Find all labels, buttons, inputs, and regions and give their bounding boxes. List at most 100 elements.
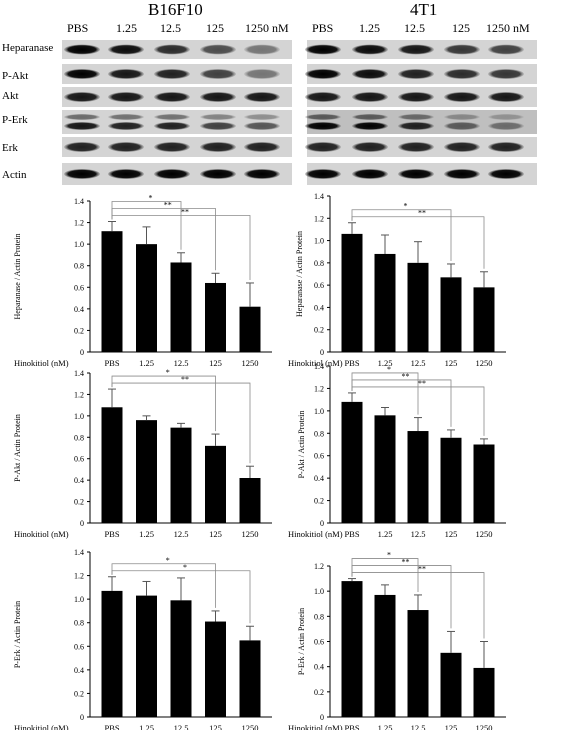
blot-band	[398, 44, 434, 55]
y-tick-label: 0.2	[314, 326, 324, 335]
blot-band	[154, 114, 190, 120]
blot-band	[64, 122, 100, 130]
blot-band	[154, 122, 190, 130]
y-tick-label: 1.2	[314, 384, 324, 393]
x-tick-label: 1250	[476, 358, 493, 368]
x-tick-label: 125	[209, 723, 222, 730]
x-tick-label: PBS	[104, 529, 119, 539]
blot-title-4t1: 4T1	[410, 0, 438, 19]
blot-band	[488, 142, 524, 152]
blot-band	[488, 114, 524, 120]
significance-label: **	[181, 375, 189, 384]
blot-band	[200, 92, 236, 102]
x-axis-label: Hinokitiol (nM)	[288, 358, 343, 368]
bar-125	[440, 437, 462, 523]
bar-12.5	[407, 610, 429, 717]
bar-PBS	[341, 401, 363, 523]
lane-label: 125	[452, 21, 470, 35]
blot-band	[488, 169, 524, 179]
y-tick-label: 0.6	[314, 281, 324, 290]
blot-band	[398, 92, 434, 102]
lane-label: PBS	[67, 21, 89, 35]
x-tick-label: 1.25	[139, 723, 154, 730]
significance-label: **	[418, 379, 426, 388]
bar-1250	[239, 306, 261, 352]
lane-label: 1.25	[116, 21, 137, 35]
y-tick-label: 0.2	[74, 326, 84, 335]
protein-label-pakt: P-Akt	[2, 70, 29, 82]
significance-bracket	[111, 215, 251, 280]
blot-title-b16f10: B16F10	[148, 0, 203, 19]
blot-band	[444, 142, 480, 152]
bar-1250	[473, 287, 495, 352]
chart-4t1-perk: 0 0.2 0.4 0.6 0.8 1.0 1.2 P-Erk / Actin Protein…	[288, 551, 506, 730]
bar-12.5	[170, 600, 192, 717]
significance-bracket	[351, 572, 485, 639]
blot-band	[352, 122, 388, 130]
protein-label-perk: P-Erk	[2, 114, 28, 126]
significance-bracket	[351, 565, 452, 629]
x-tick-label: PBS	[344, 529, 359, 539]
y-axis-label: P-Akt / Actin Protein	[297, 411, 306, 479]
blot-band	[305, 114, 341, 120]
blot-band	[64, 92, 100, 102]
x-tick-label: 1.25	[378, 529, 393, 539]
blot-band	[244, 122, 280, 130]
y-tick-label: 0.8	[74, 619, 84, 628]
significance-bracket	[111, 208, 216, 271]
y-tick-label: 0.4	[314, 663, 324, 672]
significance-bracket	[351, 209, 452, 261]
bar-1250	[473, 667, 495, 717]
y-tick-label: 1.2	[74, 219, 84, 228]
bar-12.5	[407, 262, 429, 352]
x-tick-label: 1.25	[139, 529, 154, 539]
blot-band	[444, 122, 480, 130]
y-tick-label: 0.6	[74, 455, 84, 464]
blot-band	[244, 44, 280, 55]
y-tick-label: 0.8	[314, 612, 324, 621]
significance-bracket	[111, 570, 251, 624]
blot-band	[488, 69, 524, 79]
blot-band	[352, 169, 388, 179]
blot-band	[108, 44, 144, 55]
bar-1250	[473, 444, 495, 523]
chart-b16-perk: 0 0.2 0.4 0.6 0.8 1.0 1.2 1.4 P-Erk / Actin Prot…	[13, 548, 272, 730]
y-tick-label: 0	[320, 713, 324, 722]
blot-band	[108, 169, 144, 179]
blot-band	[398, 142, 434, 152]
bar-1.25	[374, 415, 396, 523]
bar-PBS	[341, 233, 363, 352]
x-tick-label: 1250	[242, 723, 259, 730]
chart-4t1-heparanase: 0 0.2 0.4 0.6 0.8 1.0 1.2 1.4 Heparanase / Actin…	[288, 192, 506, 368]
significance-bracket	[351, 386, 485, 436]
bar-PBS	[341, 581, 363, 717]
bar-1.25	[374, 594, 396, 717]
bar-1.25	[136, 420, 157, 523]
y-tick-label: 1.4	[74, 197, 84, 206]
significance-label: **	[418, 565, 426, 574]
y-tick-label: 0.4	[74, 476, 84, 485]
y-tick-label: 1.0	[314, 407, 324, 416]
x-tick-label: 1.25	[139, 358, 154, 368]
x-tick-label: 12.5	[411, 529, 426, 539]
y-tick-label: 0.8	[314, 429, 324, 438]
protein-label-akt: Akt	[2, 90, 19, 102]
significance-label: *	[166, 368, 170, 377]
blot-band	[398, 114, 434, 120]
bar-125	[440, 277, 462, 352]
y-tick-label: 0.4	[74, 666, 84, 675]
y-tick-label: 0.4	[74, 305, 84, 314]
blot-band	[200, 122, 236, 130]
bar-PBS	[101, 590, 123, 717]
x-tick-label: 125	[445, 529, 458, 539]
x-axis-label: Hinokitiol (nM)	[14, 358, 69, 368]
bar-125	[205, 445, 226, 523]
blot-band	[154, 92, 190, 102]
x-tick-label: 12.5	[174, 529, 189, 539]
y-tick-label: 1.4	[74, 548, 84, 557]
significance-bracket	[111, 375, 216, 432]
western-blot	[62, 40, 537, 185]
chart-b16-heparanase: 0 0.2 0.4 0.6 0.8 1.0 1.2 1.4 Heparanase / Actin…	[13, 193, 272, 368]
lane-label: 1250 nM	[486, 21, 530, 35]
protein-label-actin: Actin	[2, 169, 27, 181]
